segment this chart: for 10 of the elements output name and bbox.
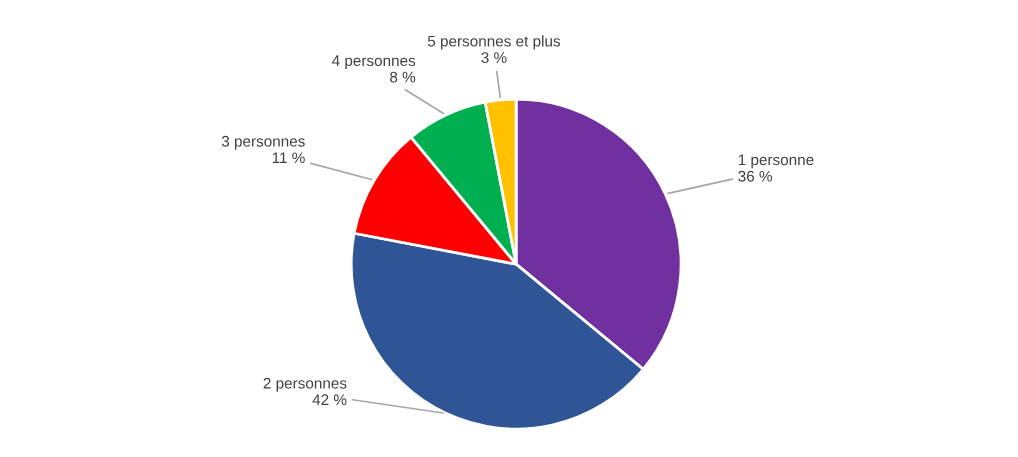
slice-label: 3 personnes [221,135,305,150]
data-label: 3 % [481,52,507,64]
data-label: 8 % [390,71,416,83]
data-label: 42 % [312,394,347,406]
slice-label: 5 personnes et plus [427,35,561,50]
data-label: 11 % [272,152,305,164]
data-label: 36 % [738,170,772,182]
slice-label: 4 personnes [331,55,416,70]
slice-label: 1 personne [738,154,814,169]
slice-label: 2 personnes [263,377,347,392]
